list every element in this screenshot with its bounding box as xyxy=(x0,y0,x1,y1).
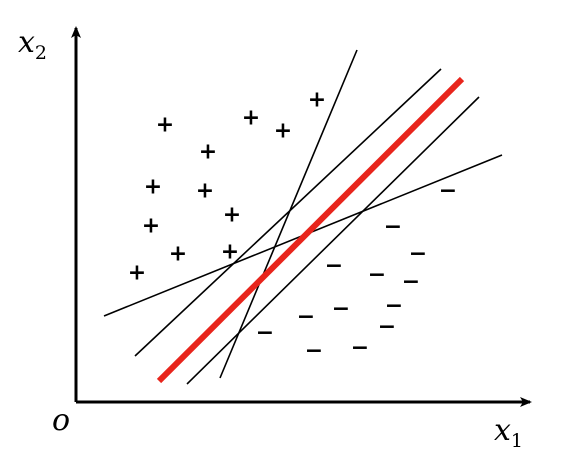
negative-sample: − xyxy=(439,179,457,204)
positive-sample: + xyxy=(169,242,187,267)
negative-sample: − xyxy=(368,263,386,288)
negative-sample: − xyxy=(385,294,403,319)
negative-sample: − xyxy=(325,254,343,279)
negative-sample: − xyxy=(332,297,350,322)
positive-sample: + xyxy=(199,140,217,165)
x-axis-label: x1 xyxy=(494,413,523,452)
negative-sample: − xyxy=(297,305,315,330)
positive-sample: + xyxy=(242,106,260,131)
axes xyxy=(71,26,532,407)
negative-sample: − xyxy=(305,339,323,364)
separator-line-3 xyxy=(186,96,480,385)
negative-sample: − xyxy=(256,321,274,346)
negative-sample: − xyxy=(351,336,369,361)
positive-sample: + xyxy=(142,214,160,239)
separator-line-2 xyxy=(134,68,442,357)
positive-sample: + xyxy=(221,240,239,265)
positive-samples: + + + + + + + + + + + + xyxy=(128,88,326,286)
negative-sample: − xyxy=(402,270,420,295)
positive-sample: + xyxy=(144,175,162,200)
separator-line-1 xyxy=(219,49,358,379)
negative-sample: − xyxy=(384,215,402,240)
positive-sample: + xyxy=(156,113,174,138)
optimal-separator-line xyxy=(156,76,465,384)
positive-sample: + xyxy=(196,179,214,204)
positive-sample: + xyxy=(223,203,241,228)
negative-sample: − xyxy=(409,242,427,267)
negative-samples: −−−− − −−−− −−−− xyxy=(256,179,457,364)
positive-sample: + xyxy=(308,88,326,113)
y-axis-label: x2 xyxy=(18,25,47,64)
positive-sample: + xyxy=(128,261,146,286)
positive-sample: + xyxy=(274,119,292,144)
origin-label: o xyxy=(52,403,70,438)
negative-sample: − xyxy=(378,315,396,340)
